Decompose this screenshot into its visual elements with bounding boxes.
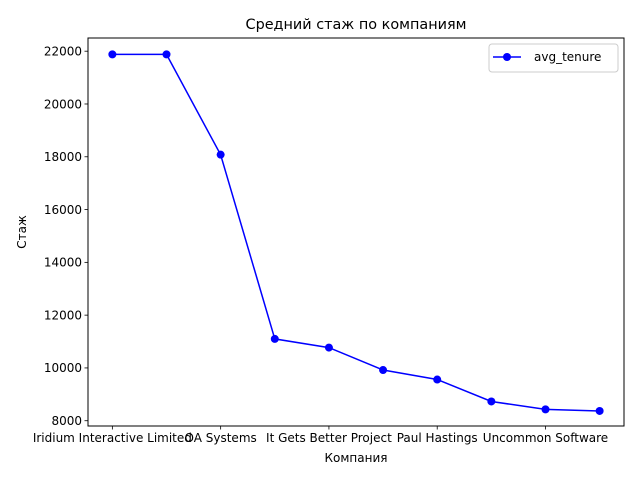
data-point [270, 334, 279, 343]
x-tick-label: Iridium Interactive Limited [33, 431, 192, 445]
y-tick-label: 20000 [44, 97, 82, 111]
legend-box [488, 43, 619, 73]
y-tick-label: 12000 [44, 308, 82, 322]
data-point [433, 375, 442, 384]
data-point [487, 397, 496, 406]
y-tick-label: 10000 [44, 361, 82, 375]
y-tick-label: 22000 [44, 44, 82, 58]
y-axis-label: Стаж [15, 215, 29, 249]
data-point [541, 405, 550, 414]
y-tick-label: 8000 [51, 414, 82, 428]
data-point [216, 150, 225, 159]
y-tick-label: 16000 [44, 203, 82, 217]
legend-marker [503, 53, 511, 61]
chart-title: Средний стаж по компаниям [246, 17, 467, 33]
x-tick-label: It Gets Better Project [266, 431, 392, 445]
x-tick-label: Paul Hastings [397, 431, 478, 445]
series-line-avg_tenure [112, 53, 600, 412]
data-point [162, 50, 171, 59]
legend-label: avg_tenure [534, 50, 601, 64]
x-axis-label: Компания [325, 451, 388, 465]
data-point [108, 50, 117, 59]
x-tick-label: Uncommon Software [483, 431, 608, 445]
x-tick-label: OA Systems [185, 431, 257, 445]
series-group [108, 50, 604, 415]
y-tick-label: 18000 [44, 150, 82, 164]
y-tick-label: 14000 [44, 256, 82, 270]
y-axis: 8000 10000 12000 14000 16000 18000 20000 22000 [44, 44, 88, 428]
plot-frame [87, 37, 625, 427]
data-point [595, 406, 604, 415]
legend: avg_tenure [488, 43, 619, 73]
data-point [379, 366, 388, 375]
data-point [324, 343, 333, 352]
